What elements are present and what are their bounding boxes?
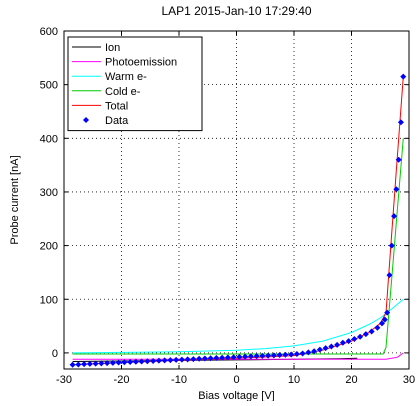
chart-title: LAP1 2015-Jan-10 17:29:40 xyxy=(161,4,312,18)
data-point xyxy=(69,361,76,368)
y-tick-label: 600 xyxy=(40,26,58,38)
data-point xyxy=(184,356,191,363)
data-point xyxy=(293,350,300,357)
data-point xyxy=(334,341,341,348)
x-tick-label: -10 xyxy=(171,374,187,386)
x-tick-label: 30 xyxy=(403,374,415,386)
data-point xyxy=(242,353,249,360)
series-line-cold-e xyxy=(72,138,404,355)
data-point xyxy=(201,355,208,362)
legend-box xyxy=(67,36,203,132)
data-point xyxy=(104,360,111,367)
data-point xyxy=(224,354,231,361)
data-point xyxy=(374,324,381,331)
data-point xyxy=(259,352,266,359)
data-point xyxy=(305,349,312,356)
data-point xyxy=(230,354,237,361)
data-point xyxy=(144,358,151,365)
data-point xyxy=(328,343,335,350)
legend-label-ion: Ion xyxy=(105,42,120,54)
data-point xyxy=(167,357,174,364)
data-point xyxy=(395,156,402,163)
data-point xyxy=(393,186,400,193)
data-point xyxy=(236,353,243,360)
data-point xyxy=(207,355,214,362)
data-point xyxy=(381,316,388,323)
legend-label-cold-e: Cold e- xyxy=(105,86,141,98)
data-point xyxy=(276,352,283,359)
data-point xyxy=(115,359,122,366)
legend-label-warm-e: Warm e- xyxy=(105,71,147,83)
data-point xyxy=(127,359,134,366)
data-point xyxy=(98,360,105,367)
data-point xyxy=(150,357,157,364)
x-tick-label: 20 xyxy=(345,374,357,386)
data-point xyxy=(357,333,364,340)
data-point xyxy=(173,356,180,363)
data-point xyxy=(270,352,277,359)
data-point xyxy=(265,352,272,359)
legend: Ion Photoemission Warm e- Cold e- Total Data xyxy=(67,36,203,132)
data-point xyxy=(282,351,289,358)
data-point xyxy=(121,359,128,366)
data-point xyxy=(345,338,352,345)
data-point xyxy=(161,357,168,364)
data-point xyxy=(391,213,398,220)
data-point xyxy=(86,360,93,367)
legend-swatch-data xyxy=(83,117,89,123)
y-axis-label: Probe current [nA] xyxy=(9,155,21,244)
x-tick-label: -20 xyxy=(114,374,130,386)
y-tick-label: 400 xyxy=(40,133,58,145)
y-tick-label: 0 xyxy=(52,348,58,360)
data-point xyxy=(311,348,318,355)
data-point xyxy=(196,355,203,362)
x-tick-label: -30 xyxy=(56,374,72,386)
data-point xyxy=(400,73,407,80)
data-point xyxy=(81,361,88,368)
data-point xyxy=(362,331,369,338)
data-point xyxy=(190,356,197,363)
x-axis-label: Bias voltage [V] xyxy=(198,390,274,401)
series-markers-data xyxy=(69,73,407,368)
legend-label-data: Data xyxy=(105,115,129,127)
data-point xyxy=(178,356,185,363)
data-point xyxy=(213,355,220,362)
y-tick-label: 300 xyxy=(40,187,58,199)
data-point xyxy=(316,346,323,353)
legend-label-photoemission: Photoemission xyxy=(105,57,177,69)
data-point xyxy=(75,361,82,368)
data-point xyxy=(322,345,329,352)
x-tick-label: 10 xyxy=(288,374,300,386)
data-point xyxy=(299,350,306,357)
data-point xyxy=(351,335,358,342)
data-point xyxy=(388,242,395,249)
data-point xyxy=(397,119,404,126)
data-point xyxy=(155,357,162,364)
series-layer xyxy=(69,73,407,368)
data-point xyxy=(288,351,295,358)
y-tick-label: 100 xyxy=(40,294,58,306)
x-tick-label: 0 xyxy=(233,374,239,386)
y-tick-label: 500 xyxy=(40,80,58,92)
legend-label-total: Total xyxy=(105,100,128,112)
data-point xyxy=(132,358,139,365)
y-tick-label: 200 xyxy=(40,241,58,253)
data-point xyxy=(378,320,385,327)
axes xyxy=(63,30,410,370)
data-point xyxy=(247,353,254,360)
data-point xyxy=(92,360,99,367)
data-point xyxy=(138,358,145,365)
data-point xyxy=(384,309,391,316)
series-line-warm-e xyxy=(72,298,404,354)
data-point xyxy=(339,339,346,346)
data-point xyxy=(386,272,393,279)
data-point xyxy=(253,353,260,360)
data-point xyxy=(219,354,226,361)
data-point xyxy=(368,328,375,335)
data-point xyxy=(109,359,116,366)
